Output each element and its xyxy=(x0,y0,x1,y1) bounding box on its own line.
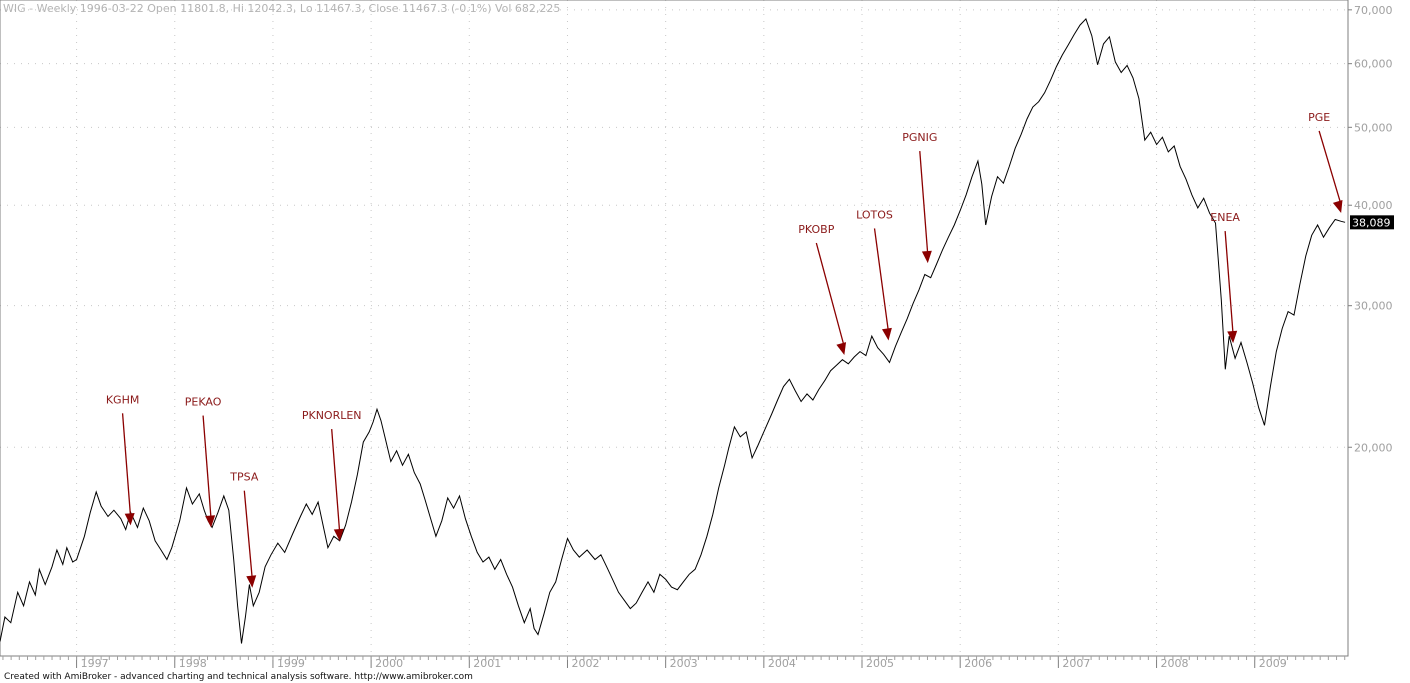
x-tick-label: 2005 xyxy=(866,657,894,670)
annotation-label: PKNORLEN xyxy=(302,409,362,422)
annotation-arrowhead xyxy=(921,250,932,264)
annotation: PEKAO xyxy=(185,396,222,528)
annotation-label: PKOBP xyxy=(798,223,834,236)
chart-title: WIG - Weekly 1996-03-22 Open 11801.8, Hi… xyxy=(3,2,560,15)
footer-credit: Created with AmiBroker - advanced charti… xyxy=(4,672,473,682)
annotation: KGHM xyxy=(106,393,140,526)
plot-border xyxy=(0,0,1349,657)
annotation: PGNIG xyxy=(902,131,937,264)
annotation-arrow-line xyxy=(202,415,212,520)
x-tick-label: 2006 xyxy=(964,657,992,670)
annotation-arrow-line xyxy=(1318,130,1342,206)
annotation-arrowhead xyxy=(1332,200,1343,213)
annotation-arrow-line xyxy=(121,413,132,518)
annotation-label: ENEA xyxy=(1210,211,1240,224)
annotation-arrow-line xyxy=(919,151,929,256)
annotation-arrowhead xyxy=(836,342,847,355)
annotation-label: PGE xyxy=(1308,111,1330,124)
y-tick-label: 50,000 xyxy=(1354,121,1393,134)
last-value-label: 38,089 xyxy=(1352,216,1391,229)
y-tick-label: 30,000 xyxy=(1354,300,1393,313)
last-value-badge: 38,089 xyxy=(1350,215,1394,230)
annotation-arrow-line xyxy=(1224,231,1234,336)
y-axis: 20,000 30,000 40,000 50,000 60,000 70,000 xyxy=(1348,4,1393,454)
y-tick-label: 60,000 xyxy=(1354,58,1393,71)
x-tick-label: 1998 xyxy=(179,657,207,670)
annotation-arrowhead xyxy=(881,327,892,341)
x-tick-label: 2007 xyxy=(1062,657,1090,670)
annotation-arrowhead xyxy=(124,513,135,526)
annotation: TPSA xyxy=(229,471,259,588)
annotation-arrow-line xyxy=(873,228,890,333)
annotation-arrowhead xyxy=(1227,330,1238,344)
x-axis: 1997 1998 1999 2000 2001 2002 2003 2004 2005 2006… xyxy=(2,656,1346,670)
y-tick-label: 20,000 xyxy=(1354,441,1393,454)
y-tick-label: 70,000 xyxy=(1354,4,1393,17)
annotation-arrow-line xyxy=(331,429,341,534)
annotation-arrowhead xyxy=(246,575,257,588)
annotation: PKOBP xyxy=(798,223,847,355)
annotation-arrow-line xyxy=(815,242,845,348)
last-value-background xyxy=(1350,215,1394,230)
annotations: KGHM PEKAO TPSA PKNORLEN PKOBP LOTOS PGNIG ENEA… xyxy=(106,111,1343,588)
x-tick-label: 2008 xyxy=(1161,657,1189,670)
price-series-line xyxy=(0,17,1346,644)
annotation-label: PEKAO xyxy=(185,396,222,409)
grid xyxy=(0,0,1348,656)
annotation-label: LOTOS xyxy=(856,208,893,221)
annotation-label: PGNIG xyxy=(902,131,937,144)
x-tick-label: 1999 xyxy=(277,657,305,670)
annotation-arrowhead xyxy=(205,515,216,528)
annotation-arrow-line xyxy=(243,490,253,580)
x-tick-label: 2002 xyxy=(571,657,599,670)
annotation-label: TPSA xyxy=(229,471,259,484)
annotation: PGE xyxy=(1308,111,1343,213)
annotation: ENEA xyxy=(1210,211,1240,344)
x-tick-label: 2001 xyxy=(473,657,501,670)
x-tick-label: 1997 xyxy=(81,657,109,670)
annotation: LOTOS xyxy=(856,208,893,341)
annotation: PKNORLEN xyxy=(302,409,362,542)
x-tick-label: 2000 xyxy=(375,657,403,670)
y-tick-label: 40,000 xyxy=(1354,199,1393,212)
x-tick-label: 2009 xyxy=(1259,657,1287,670)
annotation-label: KGHM xyxy=(106,393,140,406)
annotation-arrowhead xyxy=(333,528,344,542)
x-tick-label: 2003 xyxy=(670,657,698,670)
x-tick-label: 2004 xyxy=(768,657,796,670)
